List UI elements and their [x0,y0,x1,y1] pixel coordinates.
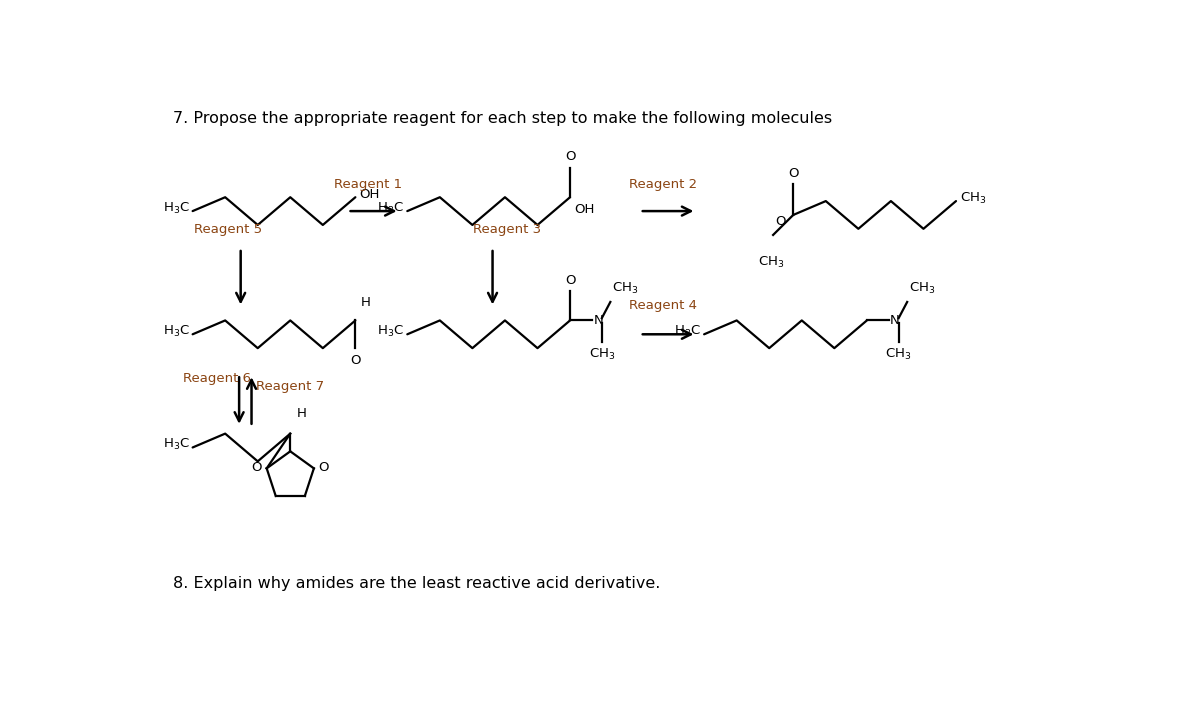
Text: O: O [565,150,575,163]
Text: Reagent 5: Reagent 5 [194,223,263,236]
Text: $\mathregular{CH_3}$: $\mathregular{CH_3}$ [908,281,935,295]
Text: $\mathregular{H_3C}$: $\mathregular{H_3C}$ [163,324,190,339]
Text: O: O [252,461,262,474]
Text: O: O [350,354,361,367]
Text: Reagent 6: Reagent 6 [184,372,251,385]
Text: 8. Explain why amides are the least reactive acid derivative.: 8. Explain why amides are the least reac… [173,576,661,591]
Text: Reagent 3: Reagent 3 [473,223,541,236]
Text: O: O [788,166,798,179]
Text: Reagent 7: Reagent 7 [256,380,324,393]
Text: $\mathregular{H_3C}$: $\mathregular{H_3C}$ [163,200,190,216]
Text: $\mathregular{H_3C}$: $\mathregular{H_3C}$ [674,324,701,339]
Text: $\mathregular{CH_3}$: $\mathregular{CH_3}$ [588,347,616,362]
Text: Reagent 1: Reagent 1 [335,178,403,191]
Text: $\mathregular{CH_3}$: $\mathregular{CH_3}$ [886,347,912,362]
Text: OH: OH [575,203,595,216]
Text: OH: OH [359,189,379,201]
Text: 7. Propose the appropriate reagent for each step to make the following molecules: 7. Propose the appropriate reagent for e… [173,111,833,126]
Text: N: N [593,314,604,327]
Text: $\mathregular{H_3C}$: $\mathregular{H_3C}$ [377,324,404,339]
Text: $\mathregular{CH_3}$: $\mathregular{CH_3}$ [960,191,986,206]
Text: O: O [565,274,575,287]
Text: H: H [361,296,371,309]
Text: Reagent 2: Reagent 2 [629,178,697,191]
Text: $\mathregular{CH_3}$: $\mathregular{CH_3}$ [758,255,785,270]
Text: $\mathregular{H_3C}$: $\mathregular{H_3C}$ [377,200,404,216]
Text: $\mathregular{H_3C}$: $\mathregular{H_3C}$ [163,437,190,452]
Text: $\mathregular{CH_3}$: $\mathregular{CH_3}$ [612,281,638,295]
Text: H: H [296,407,306,420]
Text: N: N [890,314,900,327]
Text: O: O [318,461,329,474]
Text: O: O [775,216,786,229]
Text: Reagent 4: Reagent 4 [629,299,697,312]
